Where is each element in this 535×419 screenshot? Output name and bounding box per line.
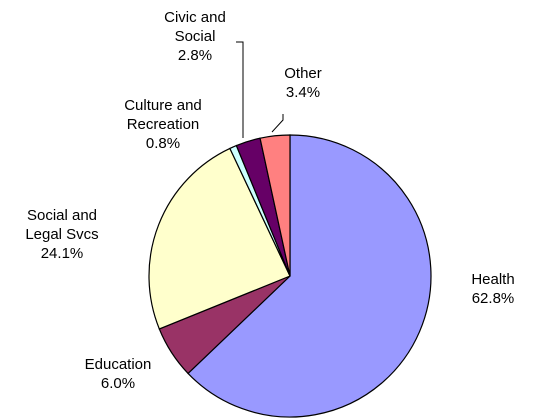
category-name: Civic and Social [164,9,226,45]
slice-label: Social and Legal Svcs 24.1% [14,206,110,263]
category-name: Other [284,65,322,82]
category-name: Social and Legal Svcs [25,207,99,243]
value-label: 3.4% [285,84,321,101]
category-name: Education [84,356,152,373]
category-name: Health [471,271,515,288]
value-label: 24.1% [40,245,84,262]
value-label: 2.8% [177,47,213,64]
value-label: 6.0% [100,375,136,392]
slice-label: Culture and Recreation 0.8% [115,96,211,153]
value-label: 0.8% [145,135,181,152]
slice-label: Education 6.0% [70,355,166,393]
pie-slice [148,147,291,330]
value-label: 62.8% [471,290,515,307]
category-name: Culture and Recreation [124,97,202,133]
pie-slice [187,134,432,418]
leader-line [236,41,244,138]
pie-slice [259,134,291,277]
slice-label: Civic and Social 2.8% [147,8,243,65]
leader-line [271,114,284,133]
slice-label: Other 3.4% [255,64,351,102]
slice-label: Health 62.8% [445,270,535,308]
